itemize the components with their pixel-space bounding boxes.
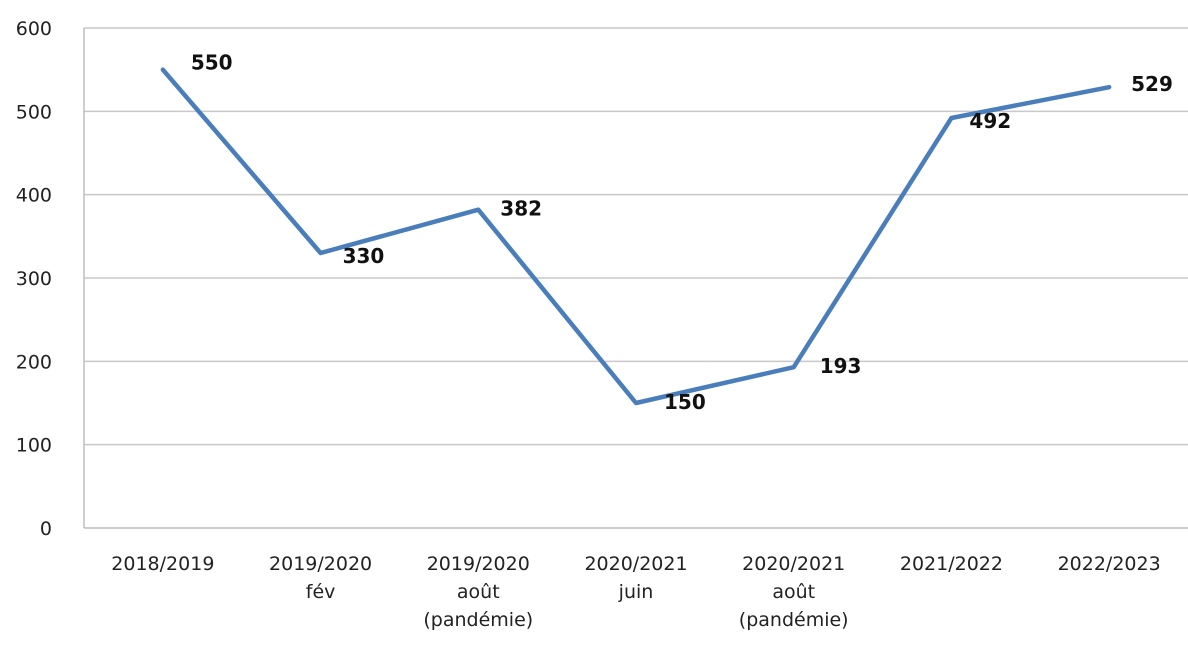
- x-tick-label-line: (pandémie): [423, 609, 533, 631]
- y-tick-label: 300: [16, 268, 52, 290]
- y-tick-label: 600: [16, 18, 52, 40]
- data-label: 330: [343, 244, 385, 268]
- data-label: 150: [664, 390, 706, 414]
- series-line: [160, 67, 1112, 406]
- y-tick-label: 400: [16, 185, 52, 207]
- data-label: 382: [500, 197, 542, 221]
- y-tick-label: 100: [16, 435, 52, 457]
- x-tick-label-line: 2019/2020: [427, 553, 530, 575]
- y-tick-label: 0: [40, 518, 52, 540]
- y-tick-label: 500: [16, 101, 52, 123]
- series-layer: [160, 67, 1112, 406]
- x-tick-label-line: août: [772, 581, 815, 603]
- x-tick-label: 2018/2019: [111, 553, 214, 575]
- data-labels: 550 330 382 150 193 492 529: [191, 51, 1173, 414]
- x-tick-label: 2019/2020 août (pandémie): [423, 553, 533, 631]
- x-axis-ticks: 2018/2019 2019/2020 fév 2019/2020 août (pandé…: [111, 553, 1160, 631]
- data-label: 193: [820, 354, 862, 378]
- x-tick-label-line: 2021/2022: [900, 553, 1003, 575]
- x-tick-label: 2022/2023: [1058, 553, 1161, 575]
- x-tick-label: 2020/2021 août (pandémie): [739, 553, 849, 631]
- x-tick-label-line: juin: [618, 581, 654, 603]
- x-tick-label-line: 2020/2021: [584, 553, 687, 575]
- x-tick-label-line: 2018/2019: [111, 553, 214, 575]
- data-label: 550: [191, 51, 233, 75]
- x-tick-label-line: août: [457, 581, 500, 603]
- x-tick-label: 2021/2022: [900, 553, 1003, 575]
- x-tick-label-line: 2020/2021: [742, 553, 845, 575]
- data-label: 529: [1131, 72, 1173, 96]
- x-tick-label-line: fév: [306, 581, 336, 603]
- x-tick-label-line: 2022/2023: [1058, 553, 1161, 575]
- data-label: 492: [969, 109, 1011, 133]
- x-tick-label-line: (pandémie): [739, 609, 849, 631]
- x-tick-label: 2020/2021 juin: [584, 553, 687, 603]
- y-tick-label: 200: [16, 351, 52, 373]
- x-tick-label: 2019/2020 fév: [269, 553, 372, 603]
- x-tick-label-line: 2019/2020: [269, 553, 372, 575]
- y-axis-ticks: 0 100 200 300 400 500 600: [16, 18, 52, 540]
